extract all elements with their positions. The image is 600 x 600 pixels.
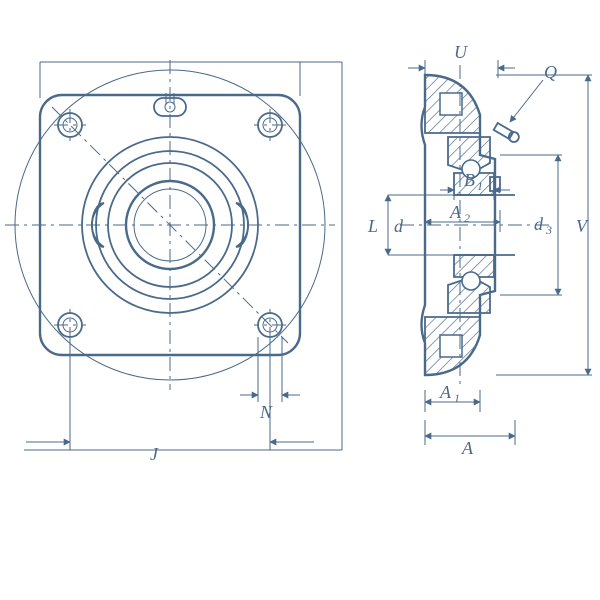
side-view	[400, 65, 550, 385]
label-A: A	[461, 438, 474, 458]
bearing-diagram: J N	[0, 0, 600, 600]
svg-text:B: B	[464, 170, 475, 190]
svg-text:A: A	[439, 382, 452, 402]
label-Q: Q	[544, 62, 557, 82]
svg-text:2: 2	[464, 211, 470, 225]
label-A2: A 2	[449, 202, 470, 225]
dim-frame-front	[24, 62, 342, 450]
svg-text:A: A	[449, 202, 462, 222]
svg-text:d: d	[534, 214, 544, 234]
label-d: d	[394, 216, 404, 236]
svg-text:3: 3	[545, 223, 552, 237]
label-A1: A 1	[439, 382, 460, 405]
dim-side	[388, 60, 592, 445]
svg-text:1: 1	[454, 391, 460, 405]
svg-text:1: 1	[477, 179, 483, 193]
label-V: V	[576, 216, 589, 236]
label-L: L	[367, 216, 378, 236]
front-view	[5, 60, 335, 390]
label-U: U	[454, 42, 468, 62]
label-N: N	[259, 402, 273, 422]
label-J: J	[150, 444, 159, 464]
